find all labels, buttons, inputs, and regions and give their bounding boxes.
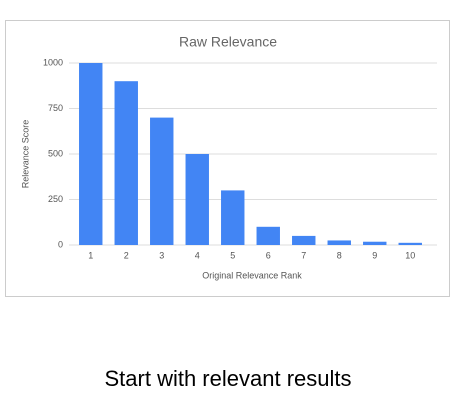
bar	[398, 242, 422, 245]
x-axis-label: Original Relevance Rank	[202, 270, 302, 280]
x-tick-label: 5	[230, 250, 235, 260]
x-tick-label: 1	[88, 250, 93, 260]
bar	[292, 235, 316, 245]
x-tick-label: 6	[266, 250, 271, 260]
caption: Start with relevant results	[105, 366, 352, 391]
bar	[114, 81, 138, 245]
x-tick-label: 2	[124, 250, 129, 260]
x-tick-label: 4	[195, 250, 200, 260]
y-tick-label: 250	[48, 194, 63, 204]
bar	[256, 226, 280, 245]
bar	[363, 241, 387, 245]
x-tick-label: 3	[159, 250, 164, 260]
x-tick-label: 10	[405, 250, 415, 260]
chart-title: Raw Relevance	[179, 34, 277, 50]
y-tick-label: 750	[48, 103, 63, 113]
bar	[327, 240, 351, 245]
y-tick-label: 1000	[43, 57, 63, 67]
x-tick-label: 9	[372, 250, 377, 260]
y-tick-label: 500	[48, 148, 63, 158]
chart-frame	[5, 20, 450, 297]
x-tick-label: 7	[301, 250, 306, 260]
bar	[221, 190, 245, 245]
bar	[150, 117, 174, 245]
bar	[185, 154, 209, 245]
y-tick-label: 0	[58, 239, 63, 249]
y-axis-label: Relevance Score	[20, 120, 30, 189]
x-tick-label: 8	[337, 250, 342, 260]
bar	[79, 63, 103, 245]
